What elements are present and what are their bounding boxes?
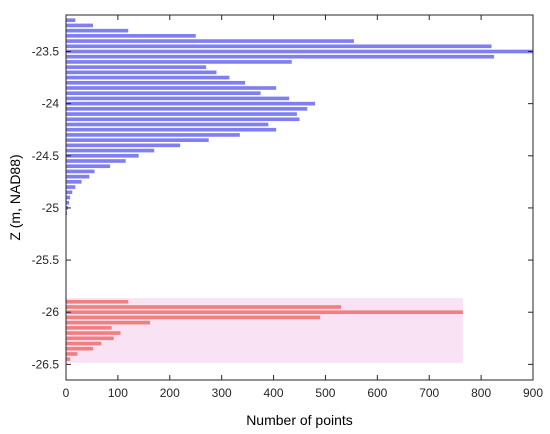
series-0-bar	[66, 34, 196, 38]
series-0-bar	[66, 148, 155, 153]
series-1-bar	[66, 346, 93, 351]
x-axis-label: Number of points	[246, 412, 353, 428]
series-0-bar	[66, 117, 300, 122]
series-0-bar	[66, 65, 207, 69]
series-0-bar	[66, 138, 209, 142]
series-0-bar	[66, 44, 492, 49]
x-tick-label: 500	[315, 386, 335, 400]
series-1-bar	[66, 299, 129, 304]
series-0-bar	[66, 169, 95, 174]
series-1-bar	[66, 331, 121, 335]
x-tick-label: 600	[367, 386, 387, 400]
series-1-bar	[66, 357, 71, 361]
series-0-bar	[66, 133, 240, 137]
y-tick-label: -25.5	[32, 253, 60, 267]
series-0-bar	[66, 127, 277, 132]
series-0-bar	[66, 80, 246, 85]
y-tick-label: -26.5	[32, 357, 60, 371]
series-0-bar	[66, 91, 261, 96]
series-0-bar	[66, 86, 277, 90]
y-tick-label: -24	[42, 97, 60, 111]
series-1-bar	[66, 341, 102, 346]
x-tick-label: 700	[419, 386, 439, 400]
series-0-bar	[66, 174, 90, 179]
series-0-bar	[66, 112, 297, 116]
x-tick-label: 100	[108, 386, 128, 400]
series-0-bar	[66, 75, 230, 80]
series-0-bar	[66, 159, 126, 163]
x-tick-label: 300	[212, 386, 232, 400]
x-tick-label: 200	[160, 386, 180, 400]
plot-area-frame	[65, 14, 534, 381]
series-0-bar	[66, 96, 290, 101]
y-axis-label: Z (m, NAD88)	[7, 154, 23, 240]
series-1-background-shade	[66, 298, 463, 363]
series-0-bar	[66, 211, 68, 215]
series-0-bar	[66, 164, 111, 169]
x-tick-label: 900	[523, 386, 543, 400]
series-1-bar	[66, 320, 151, 325]
series-0-bar	[66, 54, 495, 59]
x-axis-ticks: 0 100 200 300 400 500 600 700 800 900	[63, 15, 543, 400]
series-1-bar	[66, 326, 112, 330]
series-1-bar	[66, 352, 78, 356]
series-1-bar	[66, 310, 463, 315]
series-0-bar	[66, 60, 292, 64]
series-0-bar	[66, 195, 71, 200]
x-tick-label: 0	[63, 386, 70, 400]
series-0-bar	[66, 122, 269, 127]
series-0-bar	[66, 23, 93, 28]
series-0-bar	[66, 70, 217, 75]
y-tick-label: -26	[42, 305, 60, 319]
series-0-bar	[66, 200, 70, 205]
series-0-bar	[66, 153, 139, 158]
series-0-bar	[66, 107, 308, 111]
series-0-bar	[66, 190, 73, 195]
y-tick-label: -25	[42, 201, 60, 215]
y-axis-ticks: -26.5 -26 -25.5 -25 -24.5 -24 -23.5	[32, 45, 533, 371]
y-tick-label: -24.5	[32, 149, 60, 163]
series-0-bar	[66, 49, 533, 54]
series-0-bar	[66, 101, 316, 106]
series-1-bar	[66, 336, 114, 341]
bars-layer	[66, 18, 533, 363]
x-tick-label: 400	[264, 386, 284, 400]
series-0-bar	[66, 39, 354, 43]
series-1-bar	[66, 305, 342, 309]
series-0-bar	[66, 18, 76, 23]
x-tick-label: 800	[471, 386, 491, 400]
series-0-bar	[66, 28, 129, 33]
series-0-bar	[66, 180, 82, 184]
series-1-bar	[66, 315, 321, 320]
y-tick-label: -23.5	[32, 45, 60, 59]
series-0-bar	[66, 143, 181, 148]
series-0-bar	[66, 185, 76, 189]
